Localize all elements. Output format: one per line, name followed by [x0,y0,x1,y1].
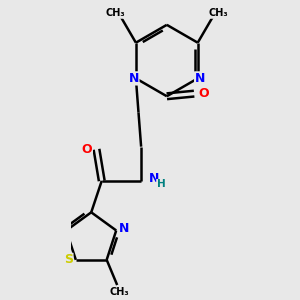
Text: O: O [82,143,92,156]
Text: CH₃: CH₃ [105,8,125,18]
Text: CH₃: CH₃ [110,287,129,297]
Text: N: N [195,72,205,85]
Text: N: N [118,222,129,235]
Text: CH₃: CH₃ [209,8,229,18]
Text: S: S [64,253,73,266]
Text: N: N [148,172,159,185]
Text: O: O [198,87,209,100]
Text: N: N [129,72,139,85]
Text: H: H [157,179,166,190]
